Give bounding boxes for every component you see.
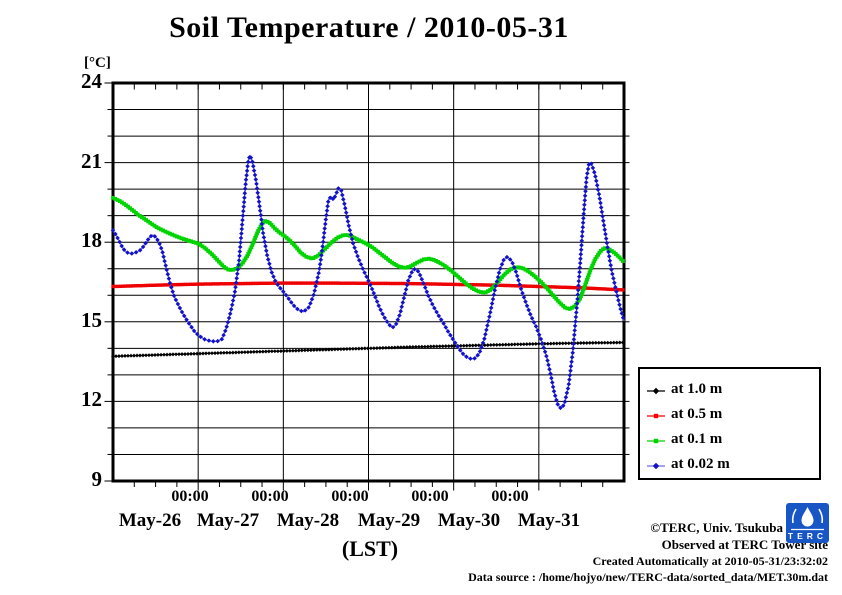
legend-label-0.1m: at 0.1 m bbox=[671, 431, 723, 447]
legend-label-0.02m: at 0.02 m bbox=[671, 456, 730, 472]
logo-right-arc bbox=[818, 508, 824, 524]
x-axis-title: (LST) bbox=[341, 536, 399, 561]
water-drop-icon bbox=[801, 507, 814, 527]
page-title: Soil Temperature / 2010-05-31 bbox=[169, 11, 569, 44]
legend-item-0.1m: at 0.1 m bbox=[645, 427, 819, 452]
blue-diamond-marker-icon bbox=[645, 459, 667, 471]
legend-item-0.5m: at 0.5 m bbox=[645, 402, 819, 427]
black-diamond-marker-icon bbox=[645, 384, 667, 396]
legend-item-1.0m: at 1.0 m bbox=[645, 377, 819, 402]
legend-label-1.0m: at 1.0 m bbox=[671, 381, 723, 397]
y-axis-unit-label: [°C] bbox=[84, 55, 111, 71]
green-square-marker-icon bbox=[645, 434, 667, 446]
logo-left-arc bbox=[791, 508, 797, 524]
legend: at 1.0 m at 0.5 m at 0.1 m at 0.02 m bbox=[638, 367, 821, 480]
legend-label-0.5m: at 0.5 m bbox=[671, 406, 723, 422]
legend-item-0.02m: at 0.02 m bbox=[645, 452, 819, 477]
created-timestamp-text: Created Automatically at 2010-05-31/23:3… bbox=[592, 554, 828, 568]
data-source-text: Data source : /home/hojyo/new/TERC-data/… bbox=[468, 570, 828, 584]
red-square-marker-icon bbox=[645, 409, 667, 421]
terc-logo: TERC bbox=[786, 503, 829, 543]
logo-text: TERC bbox=[788, 531, 827, 541]
credit-text: ©TERC, Univ. Tsukuba bbox=[650, 520, 783, 535]
